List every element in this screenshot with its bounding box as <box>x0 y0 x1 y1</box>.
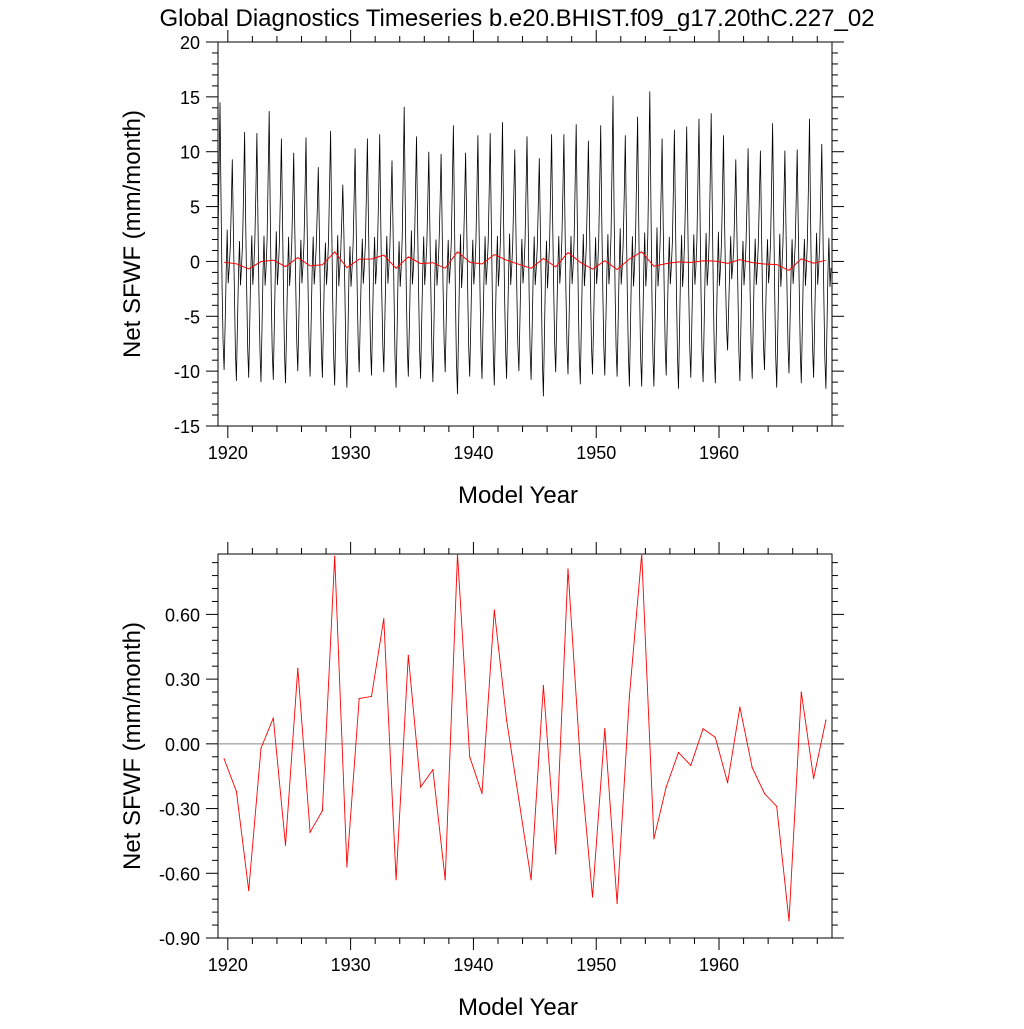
annual-data-point <box>800 691 802 693</box>
annual-xtick-label: 1940 <box>453 955 493 975</box>
annual-data-point <box>284 844 287 846</box>
annual-data-point <box>493 609 495 611</box>
annual-data-point <box>469 756 471 758</box>
annual-series-line <box>223 554 827 921</box>
annual-data-point <box>334 555 336 557</box>
monthly-ytick-label: -15 <box>174 417 200 437</box>
annual-data-point <box>653 838 655 840</box>
annual-ytick-label: 0.00 <box>165 735 200 755</box>
annual-data-point <box>825 719 827 721</box>
annual-data-point <box>395 879 397 881</box>
annual-data-point <box>555 853 557 855</box>
annual-xtick-label: 1920 <box>208 955 248 975</box>
annual-xtick-label: 1930 <box>331 955 371 975</box>
annual-data-point <box>751 767 753 769</box>
annual-data-point <box>579 760 581 762</box>
annual-data-point <box>506 719 508 721</box>
annual-data-point <box>456 553 459 555</box>
annual-data-point <box>788 920 790 922</box>
annual-data-point <box>346 866 348 868</box>
annual-panel: -0.90 -0.60 -0.30 0.00 0.30 0.60 1920 1930 1940 1… <box>119 542 844 1021</box>
annual-data-point <box>616 902 618 905</box>
monthly-x-axis-label: Model Year <box>458 482 578 509</box>
annual-data-point <box>321 810 323 812</box>
annual-data-point <box>727 782 729 784</box>
annual-data-point <box>370 695 373 698</box>
annual-data-point <box>420 786 422 788</box>
annual-xtick-label: 1960 <box>699 955 739 975</box>
annual-mean-overlay-line <box>224 251 827 271</box>
annual-data-point <box>739 706 741 708</box>
annual-xtick-label: 1950 <box>576 955 616 975</box>
annual-data-point <box>358 697 360 700</box>
annual-ytick-label: 0.30 <box>165 670 200 690</box>
annual-data-point <box>481 792 483 795</box>
monthly-ytick-label: 10 <box>180 143 200 163</box>
annual-data-point <box>542 685 545 687</box>
annual-data-point <box>297 667 299 669</box>
annual-ytick-label: 0.60 <box>165 605 200 625</box>
monthly-ytick-label: 0 <box>190 252 200 272</box>
annual-plot-frame <box>217 553 833 939</box>
annual-data-point <box>272 717 274 719</box>
annual-ytick-label: -0.30 <box>159 800 200 820</box>
annual-data-point <box>235 790 237 792</box>
annual-data-point <box>591 896 594 898</box>
monthly-xtick-label: 1950 <box>576 443 616 463</box>
monthly-xtick-label: 1940 <box>453 443 493 463</box>
annual-data-point <box>260 747 262 749</box>
monthly-panel: -15 -10 -5 0 5 10 15 20 1920 1930 1940 1950 1960 Mode… <box>119 30 844 509</box>
annual-data-point <box>432 769 434 771</box>
monthly-xtick-label: 1920 <box>208 443 248 463</box>
monthly-ytick-label: 20 <box>180 33 200 53</box>
annual-data-point <box>383 618 385 620</box>
monthly-ytick-label: 5 <box>190 198 200 218</box>
annual-data-point <box>702 728 704 730</box>
monthly-ytick-label: -10 <box>174 362 200 382</box>
annual-data-point <box>714 736 716 739</box>
annual-data-point <box>776 805 778 808</box>
annual-ytick-label: -0.90 <box>159 929 200 949</box>
annual-data-point <box>530 879 532 881</box>
monthly-xtick-label: 1930 <box>331 443 371 463</box>
annual-data-point <box>248 889 250 892</box>
annual-data-point <box>813 777 815 780</box>
annual-data-point <box>567 568 569 570</box>
monthly-ytick-label: -5 <box>184 307 200 327</box>
annual-x-axis-label: Model Year <box>458 994 578 1021</box>
annual-data-point <box>518 799 520 801</box>
annual-data-point <box>763 792 766 795</box>
annual-data-point <box>628 695 631 698</box>
annual-data-point <box>309 831 311 833</box>
annual-y-axis-label: Net SFWF (mm/month) <box>119 622 146 870</box>
annual-data-point <box>690 764 692 767</box>
annual-data-point <box>223 758 225 760</box>
annual-ytick-label: -0.60 <box>159 864 200 884</box>
annual-data-point <box>665 786 667 788</box>
annual-data-point <box>407 654 409 657</box>
annual-data-point <box>641 553 643 555</box>
monthly-ytick-label: 15 <box>180 88 200 108</box>
monthly-y-axis-label: Net SFWF (mm/month) <box>119 110 146 358</box>
monthly-xtick-label: 1960 <box>699 443 739 463</box>
chart-title: Global Diagnostics Timeseries b.e20.BHIS… <box>159 5 874 32</box>
annual-data-point <box>444 879 446 881</box>
annual-data-point <box>677 751 680 754</box>
monthly-series-line <box>218 91 832 397</box>
annual-data-point <box>604 728 606 730</box>
